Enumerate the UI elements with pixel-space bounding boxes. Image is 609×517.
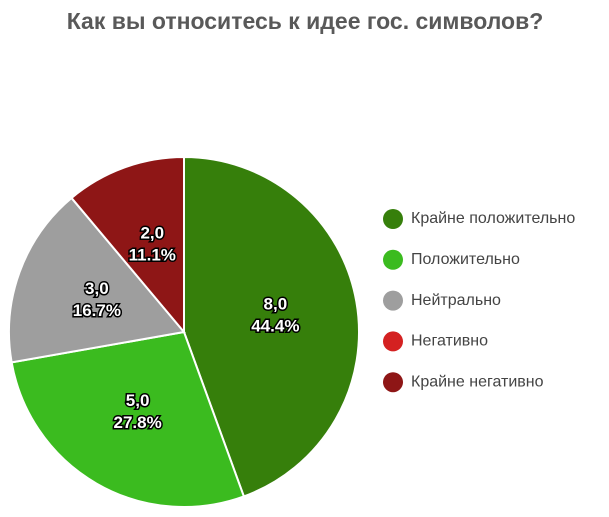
legend-marker [383, 372, 403, 393]
pie-slice [10, 330, 246, 508]
legend-label: Положительно [411, 251, 520, 268]
data-label: 5,0 [126, 391, 150, 410]
percent-label: 16.7% [73, 301, 121, 320]
percent-label: 11.1% [129, 245, 176, 264]
data-label: 3,0 [85, 279, 109, 298]
data-label: 2,0 [140, 223, 164, 242]
data-label: 8,0 [264, 294, 288, 313]
legend-marker [383, 331, 403, 352]
chart-title: Как вы относитесь к идее гос. символов? [67, 8, 544, 34]
legend-label: Крайне положительно [411, 210, 575, 227]
percent-label: 44.4% [251, 316, 299, 335]
percent-label: 27.8% [114, 413, 162, 432]
legend-label: Крайне негативно [411, 373, 544, 390]
legend-marker [383, 249, 403, 270]
legend-marker [383, 290, 403, 311]
pie-slice [183, 155, 360, 498]
pie-slice [70, 155, 185, 335]
pie-slice [8, 196, 186, 364]
legend-marker [383, 209, 403, 229]
legend-label: Негативно [411, 333, 488, 350]
legend-label: Нейтрально [411, 292, 501, 309]
